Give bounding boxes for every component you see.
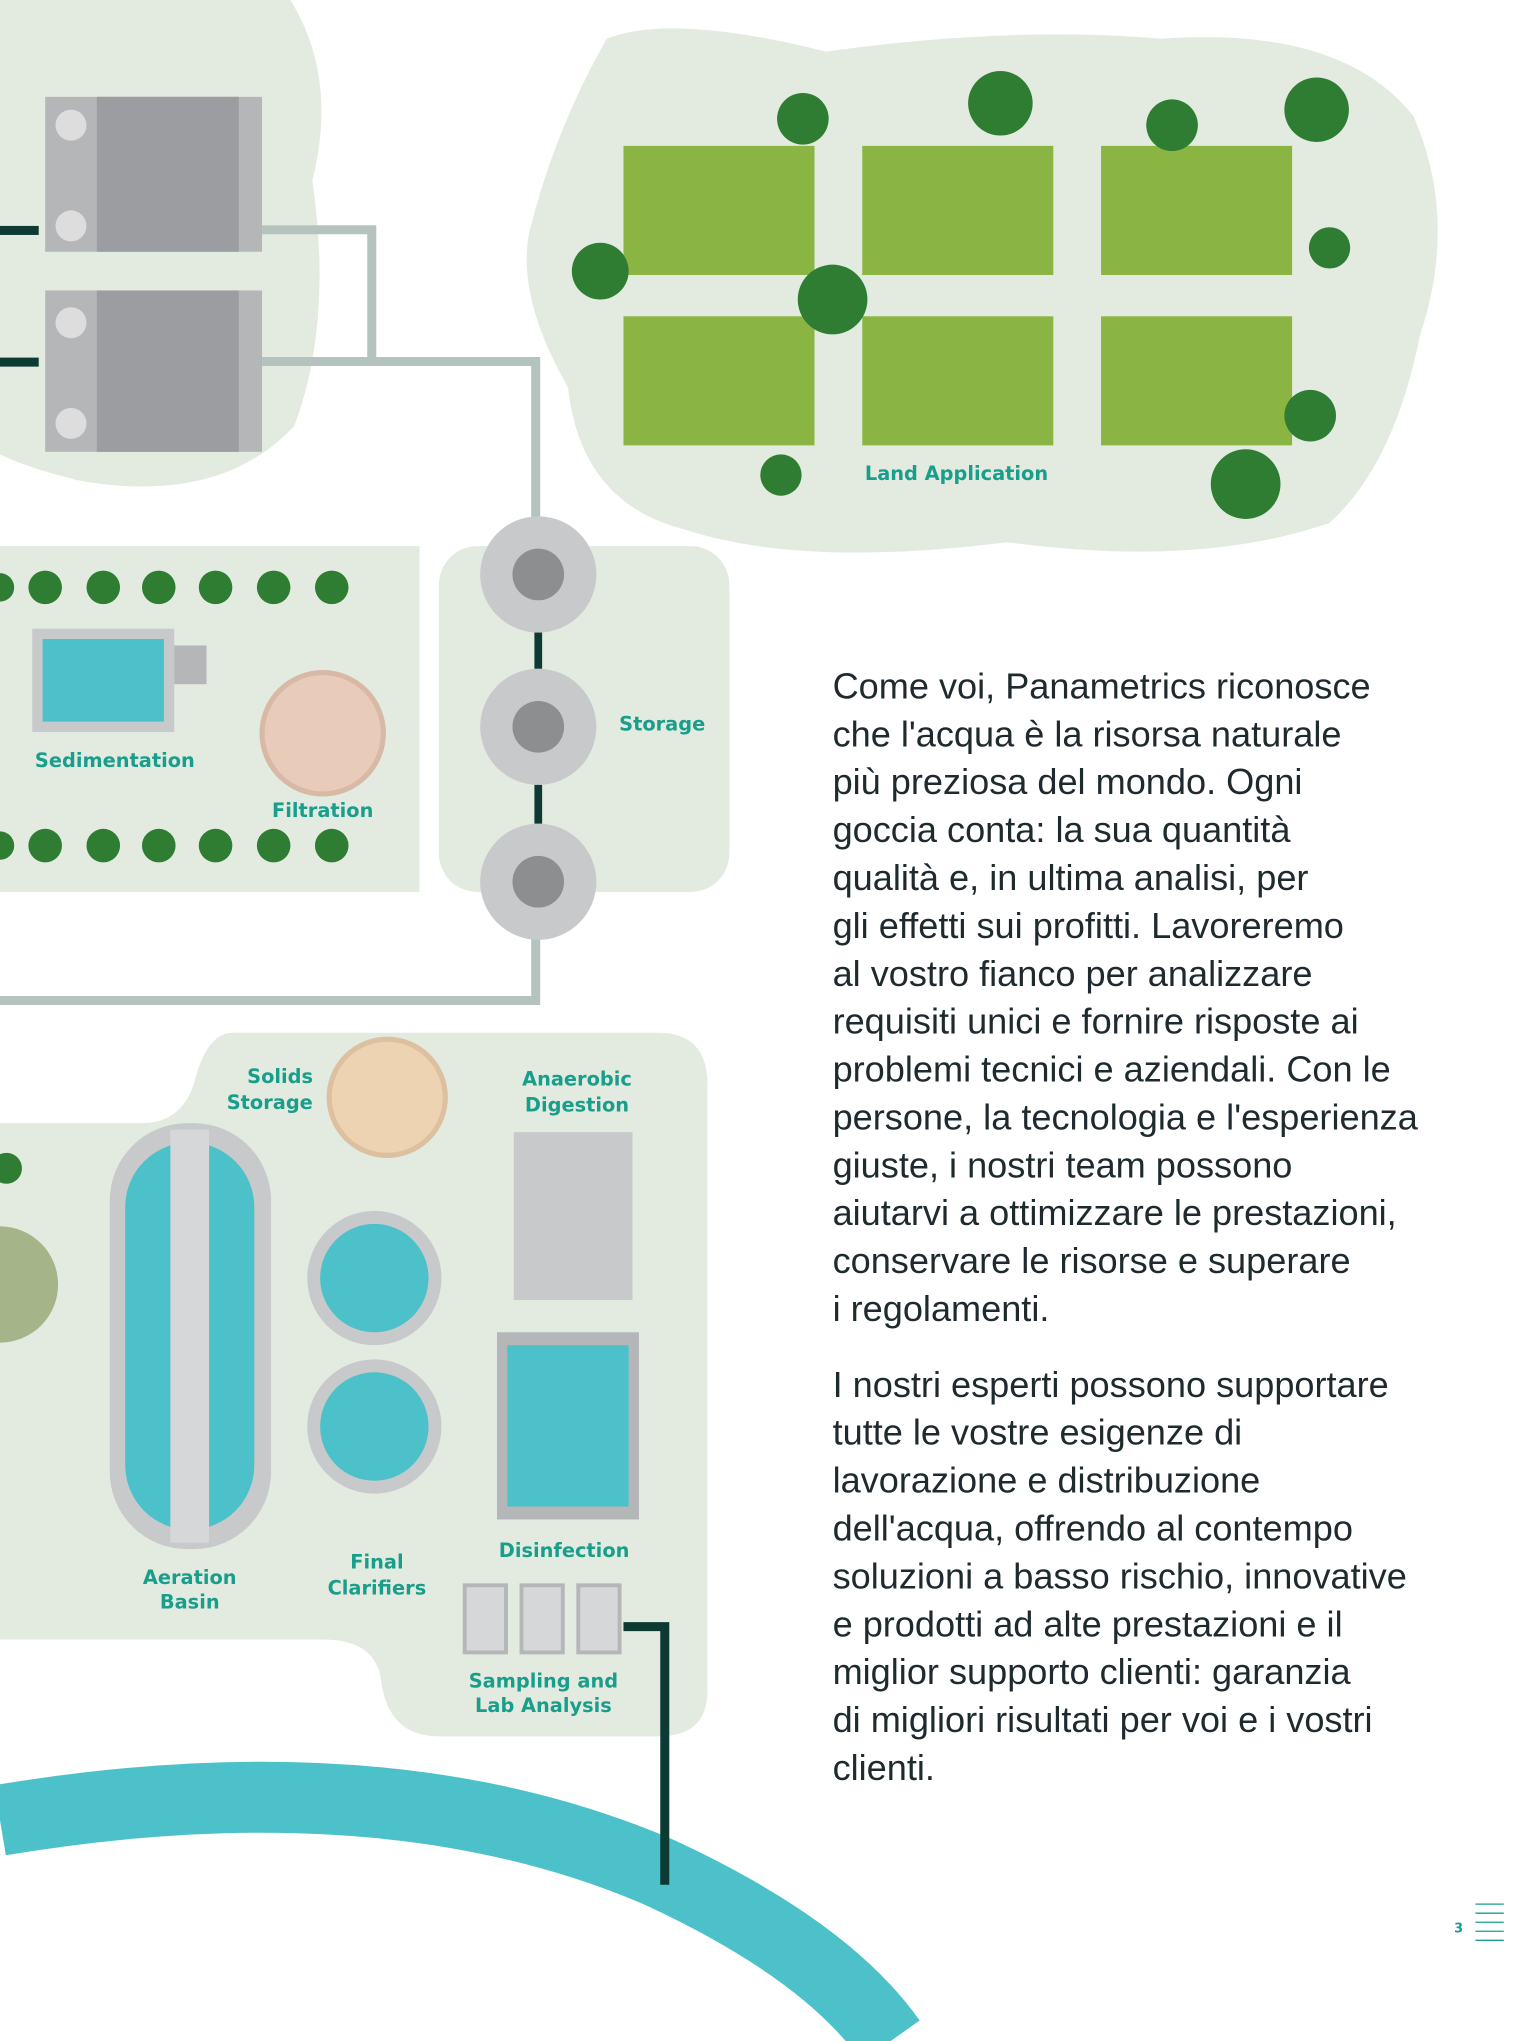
paragraph-line: dell'acqua, offrendo al contempo <box>833 1507 1353 1548</box>
paragraph-line: clienti. <box>833 1747 935 1788</box>
valve <box>174 645 206 684</box>
label: Disinfection <box>499 1539 630 1562</box>
page: Land Application Sedimentation Filtratio… <box>0 0 1518 2041</box>
body-text: Come voi, Panametrics riconosce che l'acq… <box>833 665 1419 1788</box>
label: Sampling and <box>469 1669 618 1692</box>
paragraph-line: conservare le risorse e superare <box>833 1240 1351 1281</box>
paragraph-line: persone, la tecnologia e l'esperienza <box>833 1096 1419 1137</box>
sedimentation-water <box>43 639 164 722</box>
paragraph-line: giuste, i nostri team possono <box>833 1144 1293 1185</box>
page-number: 3 <box>1454 1922 1463 1937</box>
paragraph-line: qualità e, in ultima analisi, per <box>833 857 1309 898</box>
paragraph-line: al vostro fianco per analizzare <box>833 953 1313 994</box>
label: Land Application <box>865 462 1048 485</box>
paragraph-line: Come voi, Panametrics riconosce <box>833 665 1371 706</box>
paragraph-line: problemi tecnici e aziendali. Con le <box>833 1049 1391 1090</box>
paragraph-line: tutte le vostre esigenze di <box>833 1412 1243 1453</box>
storage-tanks <box>480 516 596 939</box>
label: Solids <box>247 1065 313 1088</box>
filtration-tank <box>262 673 383 794</box>
paragraph-line: più preziosa del mondo. Ogni <box>833 761 1303 802</box>
paragraph-line: di migliori risultati per voi e i vostri <box>833 1699 1373 1740</box>
paragraph-line: i regolamenti. <box>833 1288 1050 1329</box>
paragraph-line: e prodotti ad alte prestazioni e il <box>833 1603 1343 1644</box>
paragraph-line: lavorazione e distribuzione <box>833 1460 1261 1501</box>
paragraph-line: goccia conta: la sua quantità <box>833 809 1292 850</box>
paragraph-line: soluzioni a basso rischio, innovative <box>833 1555 1407 1596</box>
label: Digestion <box>525 1094 629 1117</box>
paragraph-line: requisiti unici e fornire risposte ai <box>833 1001 1359 1042</box>
clarifier-water <box>320 1372 428 1480</box>
label: Lab Analysis <box>475 1694 612 1717</box>
label: Anaerobic <box>522 1068 632 1091</box>
page-canvas: Land Application Sedimentation Filtratio… <box>0 0 1518 2041</box>
label: Storage <box>227 1091 313 1114</box>
water-stream <box>0 1797 891 2041</box>
paragraph-line: miglior supporto clienti: garanzia <box>833 1651 1352 1692</box>
label: Basin <box>160 1591 220 1614</box>
paragraph-line: che l'acqua è la risorsa naturale <box>833 713 1342 754</box>
paragraph-line: gli effetti sui profitti. Lavoreremo <box>833 905 1344 946</box>
label: Storage <box>619 713 705 736</box>
label: Final <box>350 1551 403 1574</box>
label: Clarifiers <box>328 1576 427 1599</box>
label: Sedimentation <box>35 749 195 772</box>
label: Filtration <box>272 799 373 822</box>
label: Aeration <box>143 1566 237 1589</box>
paragraph-line: aiutarvi a ottimizzare le prestazioni, <box>833 1192 1397 1233</box>
aeration-bridge <box>170 1130 209 1543</box>
clarifier-water <box>320 1224 428 1332</box>
paragraph-line: I nostri esperti possono supportare <box>833 1364 1389 1405</box>
digester <box>514 1132 633 1300</box>
solids-storage-tank <box>329 1039 445 1155</box>
menu-icon <box>1475 1904 1503 1940</box>
disinfection-water <box>507 1345 628 1506</box>
sampling-units <box>465 1585 620 1652</box>
